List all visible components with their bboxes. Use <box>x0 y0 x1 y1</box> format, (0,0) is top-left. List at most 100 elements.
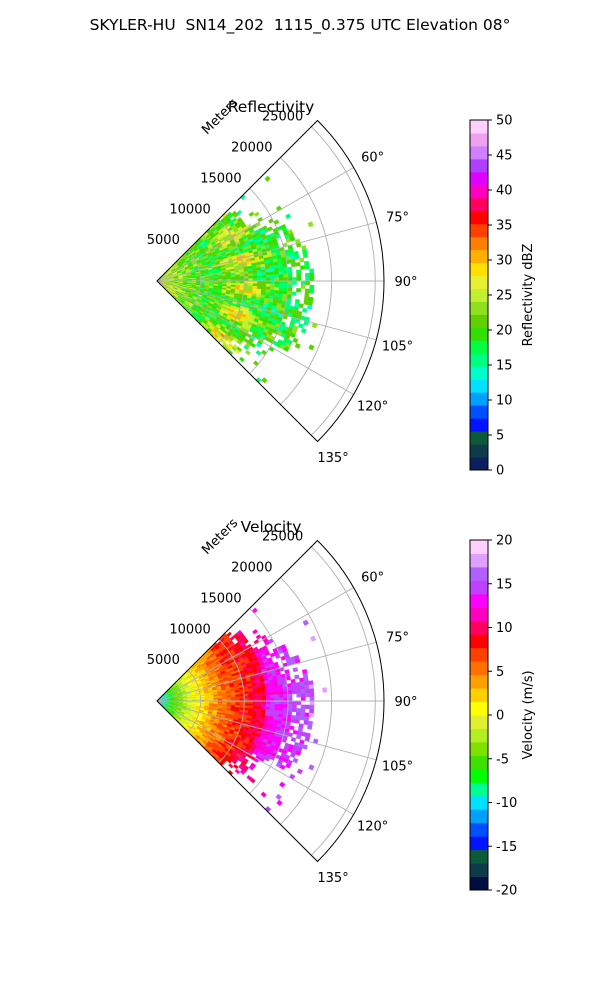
radar-cell <box>257 703 262 707</box>
radar-cell <box>274 287 280 291</box>
colorbar-tick-label: 45 <box>496 149 513 164</box>
radar-cell <box>287 707 293 712</box>
radar-cell <box>279 764 286 770</box>
radar-cell <box>274 700 280 705</box>
radar-cell <box>300 328 307 334</box>
radar-cell <box>283 273 289 278</box>
radar-cell <box>292 700 297 705</box>
colorbar-segment <box>470 634 488 649</box>
radar-cell <box>302 253 309 258</box>
radar-cell <box>248 693 254 697</box>
radar-cell <box>283 280 289 285</box>
colorbar-segment <box>470 849 488 864</box>
radar-cell <box>226 631 232 637</box>
radar-cell <box>251 607 258 614</box>
radar-cell <box>304 288 310 294</box>
radar-cell <box>257 695 262 699</box>
colorbar: -20 -15 -10 -5 0 5 10 15 20 Velocity (m/s) <box>469 534 536 899</box>
radar-cell <box>256 706 262 710</box>
colorbar-segment <box>470 184 488 199</box>
radar-cell <box>230 696 236 700</box>
radar-cell <box>294 342 301 349</box>
radar-cell <box>278 264 284 269</box>
radar-cell <box>265 283 271 288</box>
radar-cell <box>307 304 313 310</box>
radar-cell <box>250 342 257 349</box>
radar-cell <box>309 284 315 290</box>
radar-cell <box>291 686 297 691</box>
colorbar-tick-label: -5 <box>496 752 509 767</box>
radar-cell <box>278 690 284 695</box>
colorbar-segment <box>470 822 488 837</box>
azimuth-tick-label: 105° <box>382 339 413 354</box>
radar-cell <box>309 276 315 282</box>
azimuth-tick-label: 75° <box>386 211 409 226</box>
radar-cell <box>243 271 249 275</box>
radar-cell <box>235 702 241 706</box>
radar-cell <box>309 288 315 294</box>
radar-cell <box>213 277 219 280</box>
radar-cell <box>296 700 302 705</box>
colorbar-tick-label: 40 <box>496 184 513 199</box>
radar-cell <box>309 688 315 694</box>
colorbar-segment <box>470 647 488 662</box>
polar-grid <box>156 126 384 436</box>
range-axis-label: Meters <box>199 516 241 558</box>
radar-cell <box>303 300 309 306</box>
radar-cell <box>274 268 280 272</box>
figure-title: SKYLER-HU SN14_202 1115_0.375 UTC Elevat… <box>89 16 511 34</box>
radar-cell <box>278 270 284 275</box>
radar-cell <box>244 283 249 286</box>
radar-cell <box>287 697 293 702</box>
radar-cell <box>292 757 299 764</box>
radar-cell <box>295 262 301 267</box>
radar-cell <box>287 280 293 285</box>
radar-cell <box>243 691 249 695</box>
colorbar-tick-label: 20 <box>496 534 513 549</box>
radar-cell <box>269 688 275 693</box>
radar-cell <box>304 292 310 298</box>
colorbar-segment <box>470 688 488 703</box>
radar-cell <box>243 273 249 277</box>
colorbar-segment <box>470 392 488 406</box>
radar-cell <box>257 275 262 279</box>
radar-cell <box>243 638 249 645</box>
colorbar-segment <box>470 580 488 595</box>
radar-cell <box>243 693 249 697</box>
radar-cell <box>310 635 317 642</box>
radar-cell <box>305 276 310 282</box>
radar-cell <box>300 704 306 709</box>
colorbar-segment <box>470 755 488 770</box>
radar-cell <box>304 296 310 302</box>
radar-cell <box>291 689 297 695</box>
colorbar-segment <box>470 728 488 743</box>
azimuth-spoke <box>156 280 377 341</box>
radar-cell <box>253 211 260 218</box>
radar-cell <box>278 710 284 715</box>
colorbar-label: Reflectivity dBZ <box>521 244 536 347</box>
colorbar-segment <box>470 715 488 729</box>
radar-cell <box>291 704 297 709</box>
radar-cell <box>283 707 288 712</box>
radar-cell <box>279 697 284 702</box>
radar-cell <box>252 275 258 279</box>
radar-cell <box>287 287 293 292</box>
colorbar-segment <box>470 327 488 341</box>
azimuth-spoke <box>156 700 377 761</box>
radar-cell <box>265 688 271 693</box>
radar-cell <box>226 696 232 700</box>
radar-cell <box>305 704 310 710</box>
radar-cell <box>256 689 262 694</box>
radar-cell <box>309 692 315 698</box>
radar-cell <box>279 277 284 282</box>
radar-cell <box>233 763 239 770</box>
radar-cell <box>252 703 258 707</box>
colorbar-segment <box>470 366 488 380</box>
radar-cell <box>302 307 308 313</box>
radar-cell <box>283 700 289 705</box>
radar-cell <box>292 277 297 282</box>
radar-cell <box>287 693 293 698</box>
radar-cell <box>309 700 315 706</box>
radar-cell <box>292 280 297 285</box>
